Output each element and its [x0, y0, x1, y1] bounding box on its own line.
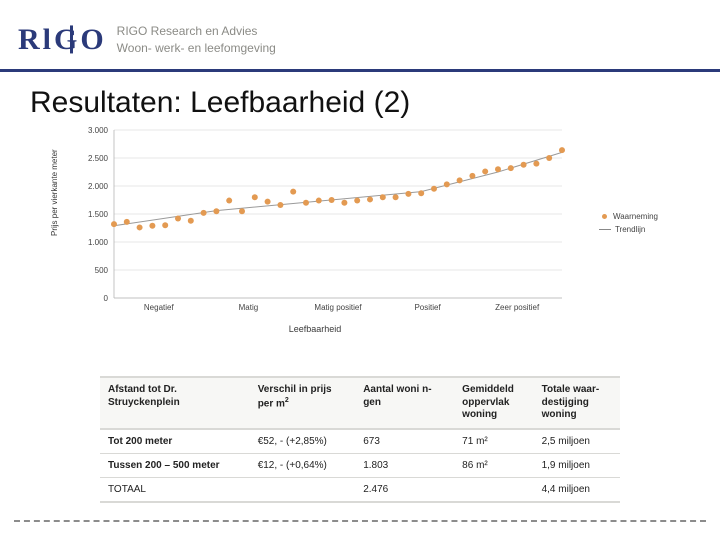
table-cell: [454, 477, 533, 502]
svg-text:Positief: Positief: [414, 303, 441, 312]
logo-bar-icon: [70, 25, 73, 53]
table-body: Tot 200 meter€52, - (+2,85%)67371 m²2,5 …: [100, 429, 620, 502]
table-cell: Tussen 200 – 500 meter: [100, 453, 250, 477]
logo-line2: Woon- werk- en leefomgeving: [117, 40, 276, 56]
header: RlGO RIGO Research en Advies Woon- werk-…: [0, 0, 720, 72]
svg-text:Negatief: Negatief: [144, 303, 175, 312]
table-col-header: Afstand tot Dr.Struyckenplein: [100, 377, 250, 429]
table-col-header: Verschil in prijsper m2: [250, 377, 356, 429]
table-cell: 1,9 miljoen: [534, 453, 620, 477]
leefbaarheid-chart: Prijs per vierkante meter 05001.0001.500…: [66, 126, 654, 346]
table-col-header: Totale waar-destijgingwoning: [534, 377, 620, 429]
table-cell: 86 m²: [454, 453, 533, 477]
legend-line-icon: [599, 229, 611, 230]
table-cell: €52, - (+2,85%): [250, 429, 356, 454]
legend-dot-icon: [599, 216, 609, 218]
logo-line1: RIGO Research en Advies: [117, 23, 276, 39]
page-title: Resultaten: Leefbaarheid (2): [0, 72, 720, 126]
svg-text:Matig positief: Matig positief: [314, 303, 362, 312]
logo: RlGO RIGO Research en Advies Woon- werk-…: [18, 23, 276, 57]
table-cell: 1.803: [355, 453, 454, 477]
table-cell: 2.476: [355, 477, 454, 502]
table-cell: 673: [355, 429, 454, 454]
table-head: Afstand tot Dr.StruyckenpleinVerschil in…: [100, 377, 620, 429]
table-cell: 2,5 miljoen: [534, 429, 620, 454]
table-col-header: Aantal woni n-gen: [355, 377, 454, 429]
logo-mark-text: RlGO: [18, 23, 107, 56]
svg-text:3.000: 3.000: [88, 126, 109, 135]
svg-text:Zeer positief: Zeer positief: [495, 303, 540, 312]
legend-label-2: Trendlijn: [615, 225, 645, 234]
y-axis-label: Prijs per vierkante meter: [50, 149, 59, 236]
table-row: Tot 200 meter€52, - (+2,85%)67371 m²2,5 …: [100, 429, 620, 454]
svg-text:500: 500: [95, 266, 109, 275]
chart-legend: Waarneming Trendlijn: [599, 212, 658, 238]
x-axis-label: Leefbaarheid: [66, 324, 564, 334]
table-cell: 4,4 miljoen: [534, 477, 620, 502]
svg-text:1.500: 1.500: [88, 210, 109, 219]
svg-text:1.000: 1.000: [88, 238, 109, 247]
table-header-row: Afstand tot Dr.StruyckenpleinVerschil in…: [100, 377, 620, 429]
table-total-row: TOTAAL 2.476 4,4 miljoen: [100, 477, 620, 502]
logo-mark: RlGO: [18, 23, 107, 57]
chart-svg: 0 500 1.000 1.500 2.000 2.500 3.000 Negatief Mat…: [66, 126, 654, 320]
footer-dashed-line: [14, 520, 706, 522]
table-cell: TOTAAL: [100, 477, 250, 502]
svg-text:2.000: 2.000: [88, 182, 109, 191]
table-cell: [250, 477, 356, 502]
table-col-header: Gemiddeldoppervlakwoning: [454, 377, 533, 429]
legend-item-waarneming: Waarneming: [599, 212, 658, 221]
table-row: Tussen 200 – 500 meter€12, - (+0,64%)1.8…: [100, 453, 620, 477]
table-cell: €12, - (+0,64%): [250, 453, 356, 477]
table-cell: Tot 200 meter: [100, 429, 250, 454]
table-cell: 71 m²: [454, 429, 533, 454]
logo-text: RIGO Research en Advies Woon- werk- en l…: [117, 23, 276, 55]
results-table: Afstand tot Dr.StruyckenpleinVerschil in…: [100, 376, 620, 503]
svg-text:0: 0: [104, 294, 109, 303]
table: Afstand tot Dr.StruyckenpleinVerschil in…: [100, 376, 620, 503]
svg-text:2.500: 2.500: [88, 154, 109, 163]
legend-item-trendlijn: Trendlijn: [599, 225, 658, 234]
svg-text:Matig: Matig: [239, 303, 259, 312]
legend-label-1: Waarneming: [613, 212, 658, 221]
